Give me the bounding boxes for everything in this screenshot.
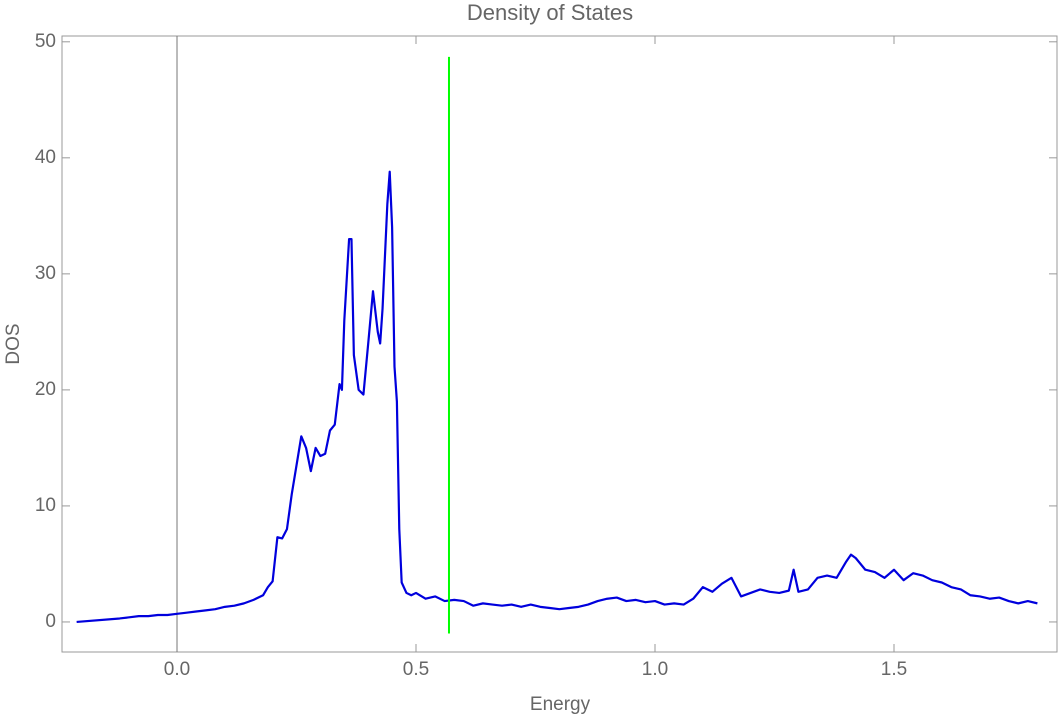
y-tick-label: 0 [45, 611, 56, 632]
x-tick-label: 0.5 [403, 659, 429, 680]
y-tick-label: 50 [35, 31, 56, 52]
x-tick-label: 0.0 [164, 659, 190, 680]
x-tick-label: 1.0 [642, 659, 668, 680]
y-tick-label: 40 [35, 147, 56, 168]
y-tick-label: 30 [35, 263, 56, 284]
chart-title: Density of States [467, 0, 633, 25]
y-tick-label: 20 [35, 379, 56, 400]
y-tick-label: 10 [35, 495, 56, 516]
dos-line [76, 170, 1038, 624]
x-tick-label: 1.5 [881, 659, 907, 680]
y-axis-label: DOS [3, 323, 24, 364]
plot-frame [61, 35, 1058, 653]
x-axis-label: Energy [530, 694, 591, 715]
